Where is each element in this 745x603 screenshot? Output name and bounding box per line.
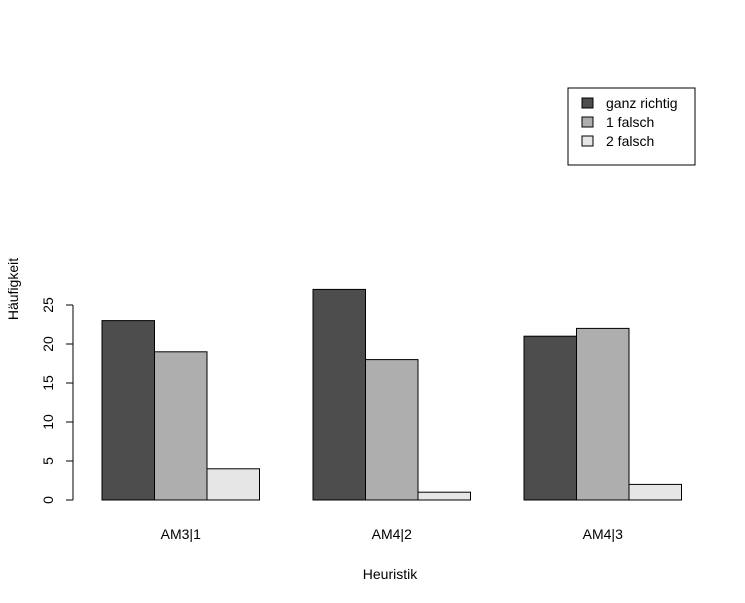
bar-AM4|2-ganz-richtig: [312, 288, 366, 501]
x-tick-label: AM4|3: [583, 526, 623, 542]
bar-AM4|2-1-falsch: [365, 359, 419, 501]
x-tick-label: AM4|2: [372, 526, 412, 542]
legend-box: [567, 87, 696, 166]
y-tick-label: 15: [40, 375, 56, 391]
x-tick-labels: AM3|1 AM4|2 AM4|3: [161, 526, 623, 542]
bar-AM4|3-ganz-richtig: [523, 335, 577, 501]
x-tick-label: AM3|1: [161, 526, 201, 542]
legend-label: 2 falsch: [606, 133, 654, 149]
bar-AM4|3-2-falsch: [628, 483, 682, 501]
y-tick-label: 20: [40, 336, 56, 352]
bar-AM4|2-2-falsch: [417, 491, 471, 501]
bar-AM4|3-1-falsch: [576, 327, 630, 501]
bar-AM3|1-ganz-richtig: [101, 320, 155, 501]
x-axis-label: Heuristik: [363, 566, 418, 582]
y-tick-label: 0: [40, 496, 56, 504]
y-tick-label: 5: [40, 457, 56, 465]
y-tick-label: 10: [40, 414, 56, 430]
legend-label: ganz richtig: [606, 95, 678, 111]
legend: ganz richtig 1 falsch 2 falsch: [567, 87, 696, 166]
y-tick-label: 25: [40, 297, 56, 313]
legend-swatch: [581, 135, 594, 147]
y-axis: 0 5 10 15 20 25: [40, 297, 74, 504]
bar-AM3|1-2-falsch: [206, 468, 260, 501]
legend-swatch: [581, 116, 594, 128]
bars-group: [101, 288, 682, 501]
y-axis-label: Häufigkeit: [5, 258, 21, 320]
legend-label: 1 falsch: [606, 114, 654, 130]
bar-AM3|1-1-falsch: [154, 351, 208, 501]
legend-swatch: [581, 97, 594, 109]
